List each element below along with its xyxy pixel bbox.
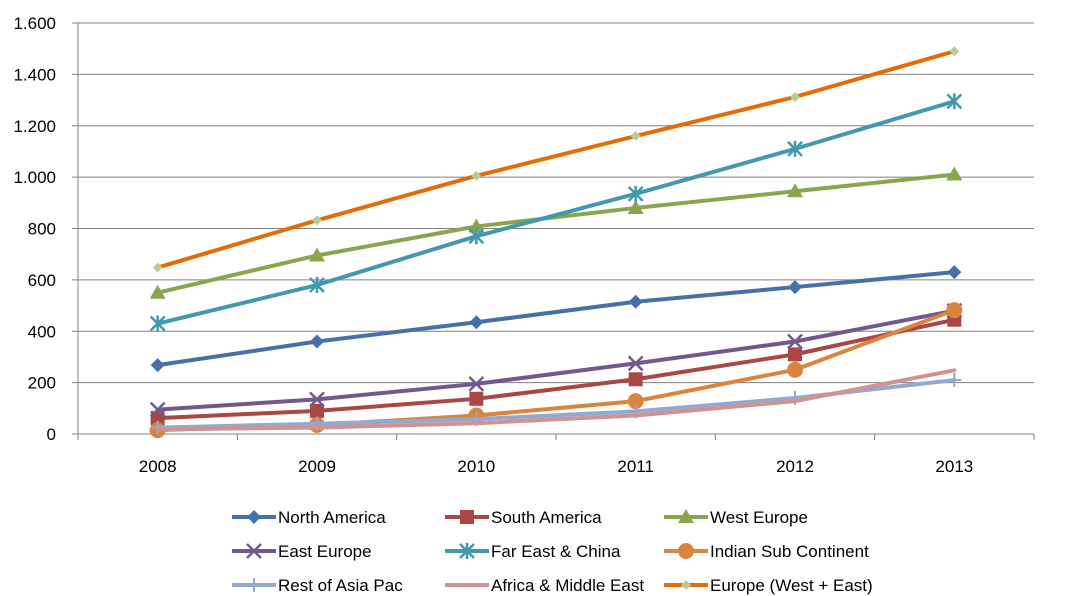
data-point-marker — [787, 140, 803, 157]
series-north-america — [150, 265, 962, 373]
x-tick-label: 2012 — [776, 457, 814, 476]
x-tick-label: 2008 — [139, 457, 177, 476]
y-tick-label: 1.400 — [13, 65, 56, 84]
data-point-marker — [309, 247, 325, 262]
legend-label: South America — [491, 508, 602, 527]
y-tick-label: 1.600 — [13, 14, 56, 33]
data-point-marker — [681, 580, 691, 590]
data-point-marker — [788, 280, 802, 295]
data-point-marker — [469, 315, 484, 330]
data-point-marker — [627, 185, 644, 202]
data-point-marker — [459, 543, 475, 559]
series-europe-west-east — [152, 46, 960, 273]
y-tick-label: 1.000 — [13, 168, 56, 187]
series-line — [155, 317, 957, 421]
y-tick-label: 1.200 — [13, 117, 56, 136]
data-point-marker — [788, 347, 802, 362]
data-point-marker — [630, 131, 641, 142]
series-line — [155, 270, 957, 368]
legend-label: East Europe — [278, 542, 372, 561]
legend-item: Indian Sub Continent — [664, 542, 869, 561]
data-point-marker — [247, 578, 261, 592]
data-point-marker — [790, 91, 800, 102]
data-point-marker — [149, 401, 166, 418]
series-africa-middle-east — [155, 368, 957, 432]
series-line — [155, 308, 957, 412]
data-point-marker — [149, 315, 166, 332]
data-point-marker — [946, 302, 963, 319]
legend-label: West Europe — [710, 508, 808, 527]
y-tick-label: 400 — [28, 322, 56, 341]
y-tick-label: 200 — [28, 374, 56, 393]
legend-label: Rest of Asia Pac — [278, 576, 403, 595]
y-tick-label: 800 — [28, 220, 56, 239]
legend-label: North America — [278, 508, 386, 527]
series-east-europe — [149, 302, 963, 418]
x-axis-tick-labels: 2008 2009 2010 2011 2012 2013 — [139, 457, 973, 476]
data-point-marker — [309, 391, 325, 408]
data-point-marker — [468, 376, 485, 392]
series-line — [155, 49, 957, 270]
data-point-marker — [627, 199, 644, 214]
data-series — [149, 46, 963, 439]
data-point-marker — [310, 334, 324, 349]
legend-label: Europe (West + East) — [710, 576, 873, 595]
legend-item: North America — [232, 508, 386, 527]
data-point-marker — [787, 333, 803, 350]
series-line — [155, 172, 957, 295]
data-point-marker — [678, 509, 694, 523]
x-tick-label: 2013 — [935, 457, 973, 476]
series-line — [155, 368, 957, 432]
data-point-marker — [469, 391, 484, 406]
series-west-europe — [149, 166, 963, 299]
data-point-marker — [627, 393, 644, 410]
data-point-marker — [471, 170, 482, 181]
legend-item: Africa & Middle East — [445, 576, 644, 595]
y-axis-tick-labels: 0 200 400 600 800 1.000 1.200 1.400 1.600 — [13, 14, 56, 444]
data-point-marker — [468, 228, 485, 245]
data-point-marker — [149, 284, 166, 299]
data-point-marker — [468, 218, 485, 233]
data-point-marker — [946, 166, 963, 181]
legend-label: Far East & China — [491, 542, 621, 561]
data-point-marker — [150, 358, 165, 373]
legend-item: Far East & China — [445, 542, 621, 561]
data-point-marker — [787, 183, 803, 198]
series-far-east-china — [149, 93, 963, 332]
data-point-marker — [312, 215, 322, 226]
data-point-marker — [460, 510, 474, 524]
data-point-marker — [628, 372, 643, 387]
x-tick-label: 2010 — [457, 457, 495, 476]
data-point-marker — [246, 543, 262, 559]
x-tick-label: 2009 — [298, 457, 336, 476]
axes — [77, 23, 1035, 440]
legend-label: Indian Sub Continent — [710, 542, 869, 561]
legend-item: Europe (West + East) — [664, 576, 873, 595]
data-point-marker — [309, 277, 325, 294]
legend-item: South America — [445, 508, 602, 527]
y-tick-label: 600 — [28, 271, 56, 290]
data-point-marker — [627, 355, 644, 372]
series-line — [155, 99, 957, 326]
data-point-marker — [628, 294, 643, 309]
y-tick-label: 0 — [47, 425, 56, 444]
data-point-marker — [946, 93, 963, 110]
data-point-marker — [247, 510, 261, 524]
data-point-marker — [949, 46, 960, 57]
legend-item: Rest of Asia Pac — [232, 576, 403, 595]
x-tick-label: 2011 — [617, 457, 654, 476]
data-point-marker — [678, 543, 694, 559]
data-point-marker — [310, 403, 324, 418]
data-point-marker — [152, 262, 163, 273]
legend: North America South America West Europe Eas… — [232, 508, 873, 595]
data-point-marker — [787, 361, 803, 378]
series-south-america — [150, 312, 962, 426]
legend-item: East Europe — [232, 542, 372, 561]
legend-item: West Europe — [664, 508, 808, 527]
legend-label: Africa & Middle East — [491, 576, 644, 595]
data-point-marker — [947, 265, 962, 280]
data-point-marker — [947, 373, 962, 388]
